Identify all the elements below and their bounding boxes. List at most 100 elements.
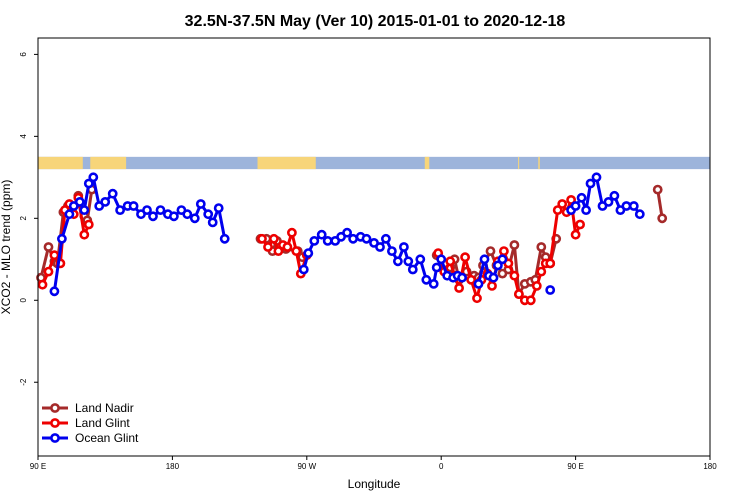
- data-point-ocean-glint-4-12: [634, 209, 645, 220]
- data-point-land-glint-0-1: [43, 266, 54, 277]
- data-point-ocean-glint-0-7: [88, 172, 99, 183]
- data-point-ocean-glint-1-13: [380, 233, 391, 244]
- data-point-ocean-glint-2-5: [497, 254, 508, 265]
- data-point-ocean-glint-1-14: [386, 246, 397, 256]
- land-ocean-band: [38, 156, 710, 170]
- data-point-ocean-glint-1-27: [457, 272, 467, 283]
- land-segment-4: [518, 156, 520, 170]
- data-point-land-nadir-2-18: [536, 242, 547, 252]
- data-point-ocean-glint-4-1: [570, 201, 581, 211]
- data-point-land-nadir-2-13: [509, 240, 520, 250]
- plot-frame: [37, 37, 711, 457]
- data-point-land-glint-1-6: [286, 227, 297, 238]
- data-point-ocean-glint-0-17: [155, 205, 166, 215]
- data-point-land-nadir-3-0: [652, 184, 663, 195]
- x-axis-label: Longitude: [348, 477, 401, 491]
- x-tick-label-0: 90 E: [30, 462, 46, 471]
- data-point-ocean-glint-1-10: [361, 233, 372, 244]
- data-point-land-glint-2-22: [552, 205, 563, 215]
- data-point-land-glint-2-23: [557, 199, 568, 209]
- data-point-ocean-glint-1-7: [342, 227, 352, 238]
- data-point-land-glint-0-0: [37, 279, 48, 290]
- data-point-land-glint-2-21: [545, 258, 556, 269]
- data-point-land-nadir-0-1: [43, 242, 54, 252]
- data-point-ocean-glint-4-8: [609, 190, 620, 201]
- data-point-ocean-glint-2-0: [473, 278, 484, 289]
- data-point-ocean-glint-1-12: [375, 242, 385, 252]
- data-point-land-glint-2-27: [575, 219, 585, 230]
- data-point-ocean-glint-1-22: [431, 262, 442, 273]
- data-point-land-glint-2-17: [525, 295, 536, 306]
- data-point-ocean-glint-0-2: [64, 209, 75, 220]
- series-layer: [36, 172, 668, 306]
- data-point-ocean-glint-0-0: [49, 286, 60, 297]
- y-axis: -2 0 2 4 6: [19, 52, 38, 386]
- data-point-ocean-glint-0-6: [83, 178, 94, 189]
- data-point-land-nadir-3-1: [657, 213, 668, 224]
- data-point-land-glint-0-9: [83, 219, 94, 230]
- data-point-ocean-glint-0-10: [107, 188, 118, 199]
- y-tick-label-0: -2: [19, 378, 28, 386]
- y-tick-label-4: 6: [19, 52, 28, 57]
- data-point-land-glint-2-26: [570, 229, 581, 240]
- data-point-land-glint-2-25: [566, 194, 576, 205]
- data-point-ocean-glint-4-2: [576, 192, 587, 203]
- data-point-ocean-glint-0-21: [182, 209, 193, 220]
- data-point-land-glint-1-3: [273, 246, 284, 256]
- data-point-ocean-glint-4-3: [581, 205, 591, 215]
- data-point-ocean-glint-1-15: [392, 256, 403, 267]
- data-point-land-glint-2-15: [514, 289, 524, 299]
- data-point-ocean-glint-1-4: [322, 235, 333, 246]
- y-tick-label-2: 2: [19, 216, 28, 221]
- legend-marker-land-nadir: [50, 403, 60, 413]
- data-point-land-glint-2-6: [466, 274, 476, 285]
- data-point-ocean-glint-1-20: [421, 274, 432, 285]
- data-point-land-glint-1-1: [263, 242, 273, 252]
- land-segment-3: [424, 156, 430, 170]
- data-point-land-glint-2-5: [460, 252, 470, 263]
- data-point-land-glint-1-0: [257, 233, 267, 244]
- land-segment-0: [38, 156, 83, 170]
- data-point-ocean-glint-0-4: [74, 196, 85, 207]
- data-point-land-glint-0-8: [79, 229, 90, 240]
- data-point-land-glint-1-7: [291, 246, 302, 256]
- series-ocean-glint: [49, 172, 645, 297]
- data-point-ocean-glint-0-5: [79, 205, 90, 215]
- data-point-ocean-glint-0-27: [219, 233, 230, 244]
- data-point-ocean-glint-1-18: [407, 264, 418, 275]
- x-tick-label-3: 0: [439, 462, 444, 471]
- data-point-land-glint-1-2: [268, 233, 279, 244]
- data-point-land-glint-2-10: [487, 280, 497, 291]
- data-point-land-glint-2-4: [454, 283, 464, 293]
- data-point-ocean-glint-1-17: [403, 256, 414, 267]
- data-point-ocean-glint-4-5: [591, 172, 602, 183]
- data-point-ocean-glint-0-19: [168, 211, 179, 222]
- data-point-land-glint-2-18: [531, 280, 542, 291]
- legend-marker-ocean-glint: [50, 433, 60, 443]
- legend-label-land-glint: Land Glint: [75, 416, 130, 430]
- x-tick-label-1: 180: [166, 462, 180, 471]
- data-point-ocean-glint-0-16: [148, 211, 158, 222]
- data-point-ocean-glint-3-0: [545, 285, 556, 295]
- data-point-ocean-glint-1-8: [348, 233, 358, 244]
- data-point-ocean-glint-4-4: [585, 178, 596, 189]
- data-point-ocean-glint-4-7: [603, 196, 614, 207]
- y-tick-label-3: 4: [19, 134, 28, 139]
- data-point-ocean-glint-1-1: [303, 248, 314, 258]
- land-segment-1: [90, 156, 127, 170]
- x-tick-label-4: 90 E: [567, 462, 583, 471]
- x-tick-label-2: 90 W: [297, 462, 316, 471]
- data-point-land-glint-2-14: [509, 270, 520, 281]
- data-point-land-glint-2-12: [498, 246, 509, 256]
- data-point-ocean-glint-0-22: [189, 213, 200, 224]
- data-point-ocean-glint-0-1: [57, 233, 67, 244]
- data-point-ocean-glint-4-11: [628, 201, 639, 211]
- data-point-ocean-glint-1-16: [398, 242, 409, 252]
- x-axis: 90 E 180 90 W 0 90 E 180: [30, 456, 717, 471]
- data-point-ocean-glint-1-3: [316, 229, 327, 240]
- data-point-ocean-glint-2-3: [488, 272, 499, 283]
- data-point-ocean-glint-1-23: [436, 254, 447, 265]
